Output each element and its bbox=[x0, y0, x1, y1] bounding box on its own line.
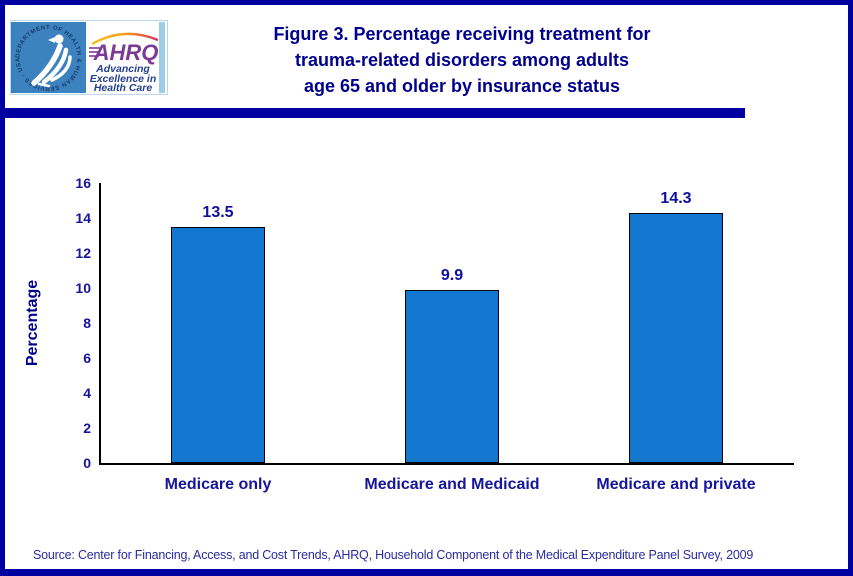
bar-group-medicare-and-medicaid: 9.9 Medicare and Medicaid bbox=[364, 183, 539, 493]
y-tick-4: 4 bbox=[83, 385, 91, 401]
x-category-label: Medicare only bbox=[164, 476, 272, 493]
y-tick-6: 6 bbox=[83, 350, 91, 366]
bar-group-medicare-and-private: 14.3 Medicare and private bbox=[596, 183, 755, 493]
ahrq-tagline-line1: Advancing bbox=[95, 63, 150, 75]
ahrq-logo-icon: AHRQ Advancing Excellence in Health Care bbox=[86, 22, 165, 94]
y-axis-title-text: Percentage bbox=[24, 279, 42, 367]
figure-title-line1: Figure 3. Percentage receiving treatment… bbox=[273, 24, 651, 44]
y-tick-14: 14 bbox=[75, 210, 91, 226]
bar-value-label: 14.3 bbox=[660, 189, 692, 207]
figure-title-line3: age 65 and older by insurance status bbox=[303, 76, 621, 96]
ahrq-acronym: AHRQ bbox=[93, 40, 159, 65]
x-category-label: Medicare and Medicaid bbox=[364, 476, 540, 493]
y-tick-12: 12 bbox=[75, 245, 91, 261]
figure-title-line2: trauma-related disorders among adults bbox=[294, 50, 630, 70]
bar-medicare-only bbox=[171, 226, 265, 463]
bar-value-label: 9.9 bbox=[440, 266, 464, 284]
bar-medicare-and-private bbox=[629, 212, 723, 463]
figure-title: Figure 3. Percentage receiving treatment… bbox=[155, 21, 769, 99]
y-tick-0: 0 bbox=[83, 455, 91, 471]
header-divider-bar bbox=[5, 108, 745, 118]
bar-group-medicare-only: 13.5 Medicare only bbox=[165, 183, 272, 493]
source-note: Source: Center for Financing, Access, an… bbox=[33, 548, 754, 562]
ahrq-tagline-line2: Excellence in bbox=[90, 73, 157, 85]
y-tick-16: 16 bbox=[75, 175, 91, 191]
y-tick-2: 2 bbox=[83, 420, 91, 436]
y-tick-8: 8 bbox=[83, 315, 91, 331]
bar-chart-plot-area: 0 2 4 6 8 10 12 14 16 13.5 Medicare only… bbox=[75, 176, 794, 493]
x-category-label: Medicare and private bbox=[596, 476, 756, 493]
bar-medicare-and-medicaid bbox=[405, 289, 499, 463]
ahrq-tagline-line3: Health Care bbox=[94, 82, 153, 94]
y-tick-10: 10 bbox=[75, 280, 91, 296]
agency-logo: DEPARTMENT OF HEALTH & HUMAN SERVICES · … bbox=[10, 20, 168, 95]
bar-value-label: 13.5 bbox=[202, 203, 234, 221]
hhs-eagle-icon: DEPARTMENT OF HEALTH & HUMAN SERVICES · … bbox=[11, 22, 86, 93]
